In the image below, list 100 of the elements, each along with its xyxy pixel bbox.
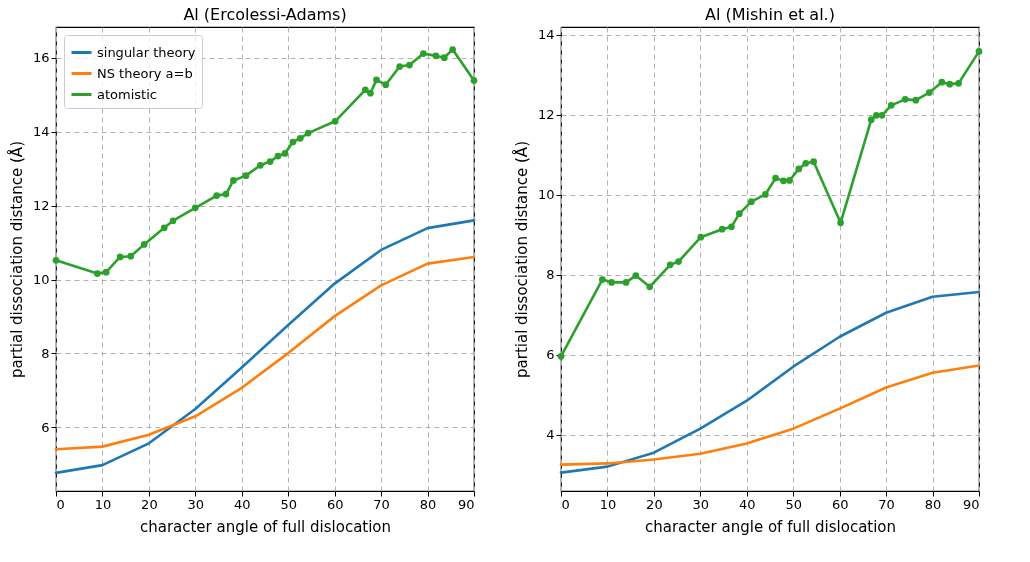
point bbox=[646, 283, 654, 291]
point bbox=[449, 46, 456, 53]
point bbox=[675, 258, 682, 265]
point bbox=[230, 177, 237, 184]
point bbox=[901, 95, 909, 103]
x-tick-label: 0 bbox=[56, 496, 65, 512]
y-tick-label: 4 bbox=[546, 427, 555, 443]
chart-title: Al (Ercolessi-Adams) bbox=[183, 5, 347, 24]
point bbox=[735, 210, 743, 217]
x-axis-title: character angle of full dislocation bbox=[139, 517, 392, 536]
point bbox=[795, 165, 803, 173]
point bbox=[622, 279, 630, 286]
y-tick-label: 12 bbox=[537, 107, 555, 123]
y-tick-label: 6 bbox=[546, 347, 555, 363]
line-series bbox=[559, 364, 981, 466]
legend-label: singular theory bbox=[97, 44, 196, 60]
point bbox=[938, 78, 946, 86]
y-tick-label: 14 bbox=[537, 27, 555, 43]
point bbox=[780, 177, 787, 185]
x-tick-label: 30 bbox=[187, 496, 205, 512]
y-tick-label: 6 bbox=[41, 419, 50, 435]
point bbox=[632, 272, 640, 279]
point bbox=[432, 52, 440, 60]
point bbox=[266, 158, 274, 165]
point bbox=[160, 224, 168, 232]
point bbox=[382, 81, 390, 89]
point bbox=[420, 50, 427, 57]
point bbox=[887, 101, 895, 109]
y-tick-label: 10 bbox=[537, 187, 555, 203]
y-tick-label: 10 bbox=[32, 272, 50, 288]
point bbox=[557, 352, 565, 360]
point bbox=[222, 190, 230, 198]
point bbox=[867, 116, 875, 124]
point bbox=[470, 77, 478, 84]
x-tick-label: 50 bbox=[280, 496, 297, 512]
point bbox=[786, 177, 793, 184]
point bbox=[116, 253, 124, 261]
x-tick-label: 80 bbox=[419, 496, 437, 512]
point bbox=[127, 252, 135, 260]
point bbox=[878, 111, 886, 119]
point bbox=[93, 270, 101, 277]
point bbox=[810, 158, 818, 166]
line-series bbox=[559, 290, 981, 474]
chart-title: Al (Mishin et al.) bbox=[705, 5, 835, 24]
point bbox=[802, 159, 810, 167]
x-tick-label: 30 bbox=[692, 496, 710, 512]
point bbox=[274, 152, 282, 160]
point bbox=[169, 217, 177, 225]
point bbox=[396, 63, 404, 70]
x-axis-title: character angle of full dislocation bbox=[644, 517, 897, 536]
point bbox=[718, 225, 726, 233]
line-series bbox=[54, 219, 476, 475]
y-tick-label: 8 bbox=[41, 345, 50, 361]
x-tick-label: 10 bbox=[94, 496, 112, 512]
x-tick-label: 70 bbox=[373, 496, 390, 512]
x-tick-label: 20 bbox=[646, 496, 663, 512]
y-axis-title: partial dissociation distance (Å) bbox=[6, 141, 26, 378]
x-tick-label: 80 bbox=[924, 496, 942, 512]
point bbox=[762, 191, 769, 198]
point bbox=[331, 117, 339, 125]
x-tick-label: 90 bbox=[962, 496, 980, 512]
point bbox=[289, 138, 297, 146]
point bbox=[140, 241, 148, 248]
x-tick-label: 60 bbox=[326, 496, 344, 512]
x-tick-label: 70 bbox=[878, 496, 895, 512]
point bbox=[772, 174, 779, 182]
y-tick-label: 14 bbox=[32, 124, 50, 140]
point bbox=[440, 54, 448, 62]
point bbox=[191, 204, 199, 212]
point bbox=[748, 198, 755, 205]
point bbox=[598, 276, 606, 283]
point bbox=[728, 223, 735, 231]
point bbox=[52, 256, 60, 264]
point bbox=[946, 80, 954, 88]
x-tick-label: 40 bbox=[739, 496, 756, 512]
x-tick-label: 60 bbox=[831, 496, 849, 512]
point bbox=[406, 61, 413, 69]
point bbox=[697, 233, 705, 241]
point bbox=[925, 89, 933, 96]
point bbox=[361, 86, 369, 94]
point bbox=[666, 261, 674, 269]
x-tick-label: 20 bbox=[141, 496, 158, 512]
point bbox=[296, 134, 304, 142]
line-series bbox=[54, 255, 476, 451]
point bbox=[281, 150, 289, 157]
y-axis-title: partial dissociation distance (Å) bbox=[511, 141, 531, 378]
legend-label: NS theory a=b bbox=[97, 65, 193, 81]
y-tick-label: 12 bbox=[32, 198, 50, 214]
y-tick-label: 8 bbox=[546, 267, 555, 283]
x-tick-label: 0 bbox=[561, 496, 570, 512]
point bbox=[367, 89, 374, 97]
point bbox=[373, 76, 380, 84]
point bbox=[873, 111, 880, 119]
x-tick-label: 50 bbox=[785, 496, 802, 512]
x-tick-label: 10 bbox=[599, 496, 617, 512]
point bbox=[213, 192, 221, 199]
point bbox=[912, 96, 920, 104]
y-tick-label: 16 bbox=[32, 50, 50, 66]
x-tick-label: 40 bbox=[234, 496, 251, 512]
point bbox=[102, 268, 110, 276]
